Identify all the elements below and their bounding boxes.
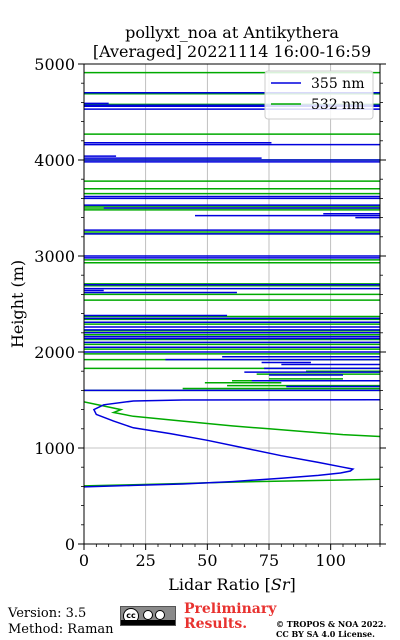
grid-lines: [83, 63, 380, 545]
x-axis-label: Lidar Ratio [Sr]: [168, 575, 296, 594]
x-tick-label: 50: [197, 551, 217, 570]
x-tick-label: 75: [259, 551, 279, 570]
y-tick-label: 3000: [34, 247, 75, 266]
legend: 355 nm 532 nm: [264, 70, 374, 120]
footer-info: Version: 3.5 Method: Raman: [8, 606, 114, 638]
chart-title-line1: pollyxt_noa at Antikythera: [125, 23, 339, 42]
preliminary-line1: Preliminary: [184, 601, 277, 617]
y-tick-label: 0: [65, 535, 75, 554]
sa-icon: [155, 610, 165, 620]
preliminary-line2: Results.: [184, 616, 248, 632]
x-tick-label: 25: [135, 551, 155, 570]
cc-strip: [121, 620, 175, 625]
copyright-line1: © TROPOS & NOA 2022.: [276, 619, 387, 629]
cc-license-badge: cc: [120, 606, 176, 626]
y-tick-label: 4000: [34, 151, 75, 170]
legend-label-355nm: 355 nm: [311, 76, 364, 92]
y-tick-label: 5000: [34, 55, 75, 74]
series-532nm-profile-upper: [84, 401, 380, 438]
copyright-line2: CC BY SA 4.0 License.: [276, 629, 375, 639]
series-group: [84, 71, 380, 488]
method-text: Method: Raman: [8, 622, 114, 637]
plot-frame: [83, 63, 381, 545]
x-tick-label: 0: [79, 551, 89, 570]
by-icon: [143, 610, 153, 620]
y-tick-label: 2000: [34, 343, 75, 362]
copyright-text: © TROPOS & NOA 2022. CC BY SA 4.0 Licens…: [276, 619, 386, 639]
series-355nm-profile: [84, 399, 380, 488]
preliminary-results-text: Preliminary Results.: [184, 602, 276, 632]
y-tick-label: 1000: [34, 439, 75, 458]
version-text: Version: 3.5: [8, 606, 87, 621]
y-axis-label: Height (m): [8, 260, 27, 348]
legend-label-532nm: 532 nm: [311, 97, 364, 113]
chart-title-line2: [Averaged] 20221114 16:00-16:59: [93, 42, 371, 61]
x-tick-label: 100: [315, 551, 346, 570]
